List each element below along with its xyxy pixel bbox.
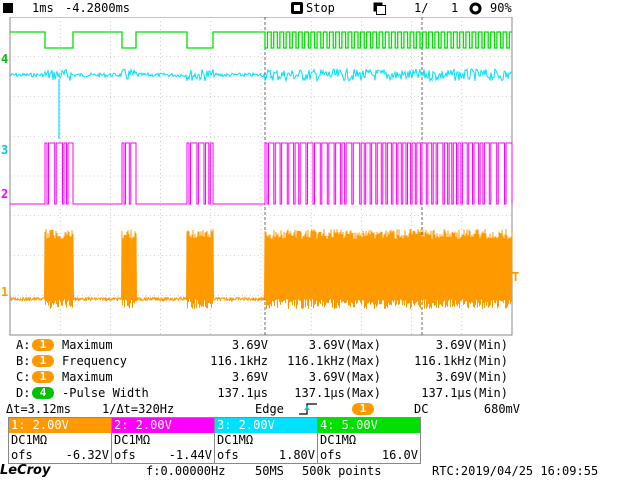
- channel-badge: 1: [32, 355, 54, 367]
- cursor-delta-t[interactable]: Δt=3.12ms: [6, 402, 72, 416]
- measurement-row[interactable]: A: 1 Maximum 3.69V 3.69V(Max) 3.69V(Min): [0, 337, 640, 353]
- run-state[interactable]: Stop: [306, 1, 335, 15]
- ch2-marker[interactable]: 2: [1, 187, 9, 201]
- measurement-min: 3.69V(Min): [435, 338, 508, 352]
- measurement-max: 137.1μs(Max): [294, 386, 381, 400]
- channel-4-scale: 4: 5.00V: [318, 418, 420, 433]
- channel-3-offset: 1.80V: [278, 448, 315, 462]
- measurement-min: 137.1μs(Min): [421, 386, 508, 400]
- measurement-slot: D:: [16, 386, 31, 400]
- cursor-inverse-delta-t[interactable]: 1/Δt=320Hz: [102, 402, 175, 416]
- channel-3-box[interactable]: 3: 2.00V DC1MΩ ofs 1.80V: [214, 417, 318, 464]
- channel-2-scale: 2: 2.00V: [112, 418, 214, 433]
- channel-2-offset-label: ofs: [114, 448, 136, 462]
- channel-4-offset-label: ofs: [320, 448, 342, 462]
- acquisition-icon: [3, 3, 13, 13]
- measurement-name: Maximum: [62, 338, 113, 352]
- frequency-counter: f:0.00000Hz: [146, 464, 226, 478]
- measurement-slot: B:: [16, 354, 31, 368]
- waveform-display[interactable]: 4 3 2 1 T: [0, 16, 640, 337]
- channel-2-box[interactable]: 2: 2.00V DC1MΩ ofs -1.44V: [111, 417, 215, 464]
- ch3-trace: [9, 67, 513, 83]
- measurement-row[interactable]: B: 1 Frequency 116.1kHz 116.1kHz(Max) 11…: [0, 353, 640, 369]
- brightness-icon[interactable]: [469, 2, 482, 15]
- sample-rate[interactable]: 50MS: [255, 464, 284, 478]
- measurement-value: 3.69V: [231, 338, 268, 352]
- rising-edge-icon: [299, 403, 317, 415]
- channel-2-offset: -1.44V: [168, 448, 212, 462]
- measurement-name: Frequency: [62, 354, 128, 368]
- traces: [9, 31, 513, 310]
- measurement-row[interactable]: D: 4 -Pulse Width 137.1μs 137.1μs(Max) 1…: [0, 385, 640, 401]
- trigger-level-marker[interactable]: T: [512, 270, 520, 284]
- measurement-max: 3.69V(Max): [308, 370, 381, 384]
- brightness-level[interactable]: 90%: [490, 1, 512, 15]
- ch3-marker[interactable]: 3: [1, 143, 9, 157]
- measurement-max: 3.69V(Max): [308, 338, 381, 352]
- timebase[interactable]: 1ms: [32, 1, 54, 15]
- measurement-max: 116.1kHz(Max): [287, 354, 381, 368]
- cursor-trigger-row: Δt=3.12ms 1/Δt=320Hz Edge 1 DC 680mV: [0, 401, 640, 417]
- measurement-value: 116.1kHz: [210, 354, 268, 368]
- channel-3-impedance: DC1MΩ: [217, 433, 254, 447]
- channel-1-box[interactable]: 1: 2.00V DC1MΩ ofs -6.32V: [8, 417, 112, 464]
- measurement-min: 3.69V(Min): [435, 370, 508, 384]
- channel-4-offset: 16.0V: [381, 448, 418, 462]
- measurement-min: 116.1kHz(Min): [414, 354, 508, 368]
- measurement-slot: C:: [16, 370, 31, 384]
- trigger-delay[interactable]: -4.2800ms: [65, 1, 131, 15]
- measurement-panel: A: 1 Maximum 3.69V 3.69V(Max) 3.69V(Min)…: [0, 337, 640, 401]
- ch1-marker[interactable]: 1: [1, 285, 9, 299]
- real-time-clock: RTC:2019/04/25 16:09:55: [432, 464, 599, 478]
- page-number: 1/: [414, 1, 429, 15]
- channel-3-scale: 3: 2.00V: [215, 418, 317, 433]
- channel-badge: 1: [32, 371, 54, 383]
- trigger-coupling[interactable]: DC: [414, 402, 429, 416]
- measurement-name: -Pulse Width: [62, 386, 149, 400]
- brand-logo: LeCroy: [0, 463, 51, 478]
- ch1-trace: [9, 228, 513, 310]
- channel-1-offset: -6.32V: [65, 448, 109, 462]
- trigger-level[interactable]: 680mV: [483, 402, 520, 416]
- record-length[interactable]: 500k points: [302, 464, 382, 478]
- waveform-canvas: [9, 16, 513, 336]
- status-bar: 1ms -4.2800ms Stop 1/ 1 90%: [0, 0, 640, 17]
- measurement-value: 3.69V: [231, 370, 268, 384]
- channel-badge: 4: [32, 387, 54, 399]
- trigger-type[interactable]: Edge: [255, 402, 284, 416]
- channel-1-scale: 1: 2.00V: [9, 418, 111, 433]
- ch2-trace: [10, 142, 513, 205]
- bottom-status-bar: LeCroy f:0.00000Hz 50MS 500k points RTC:…: [0, 462, 640, 480]
- page-total: 1: [451, 1, 459, 15]
- channel-2-impedance: DC1MΩ: [114, 433, 151, 447]
- channel-3-offset-label: ofs: [217, 448, 239, 462]
- measurement-row[interactable]: C: 1 Maximum 3.69V 3.69V(Max) 3.69V(Min): [0, 369, 640, 385]
- channel-4-impedance: DC1MΩ: [320, 433, 357, 447]
- page-icon[interactable]: [373, 2, 386, 15]
- ch4-trace: [10, 31, 512, 49]
- channel-4-box[interactable]: 4: 5.00V DC1MΩ ofs 16.0V: [317, 417, 421, 464]
- stop-icon[interactable]: [291, 2, 303, 14]
- channel-badge: 1: [32, 339, 54, 351]
- measurement-value: 137.1μs: [217, 386, 268, 400]
- measurement-name: Maximum: [62, 370, 113, 384]
- channel-1-impedance: DC1MΩ: [11, 433, 48, 447]
- channel-1-offset-label: ofs: [11, 448, 33, 462]
- measurement-slot: A:: [16, 338, 31, 352]
- ch4-marker[interactable]: 4: [1, 52, 9, 66]
- trigger-source-badge[interactable]: 1: [352, 403, 374, 415]
